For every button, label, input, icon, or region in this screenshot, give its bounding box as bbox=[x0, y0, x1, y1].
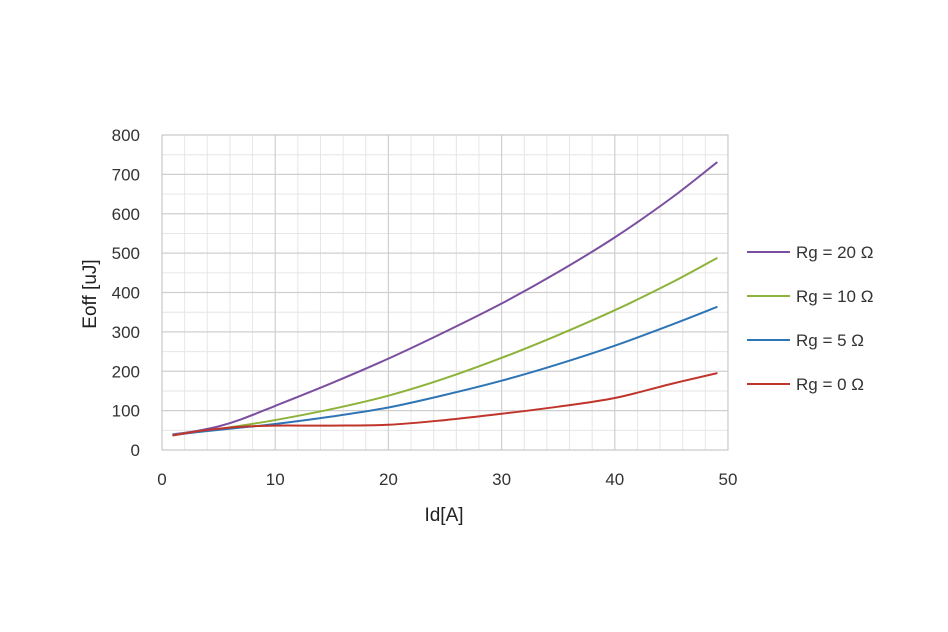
y-axis-title: Eoff [uJ] bbox=[80, 259, 101, 328]
legend-label: Rg = 10 Ω bbox=[796, 287, 873, 306]
legend-label: Rg = 0 Ω bbox=[796, 375, 864, 394]
x-axis-title: Id[A] bbox=[424, 505, 463, 526]
y-tick-label: 100 bbox=[112, 402, 140, 421]
y-tick-label: 600 bbox=[112, 205, 140, 224]
series-lines bbox=[172, 161, 718, 437]
series-line-0 bbox=[172, 161, 718, 436]
y-tick-label: 400 bbox=[112, 284, 140, 303]
x-tick-label: 0 bbox=[157, 470, 166, 489]
x-tick-label: 10 bbox=[266, 470, 285, 489]
series-line-2 bbox=[172, 306, 718, 437]
x-tick-label: 50 bbox=[719, 470, 738, 489]
y-tick-label: 500 bbox=[112, 244, 140, 263]
y-tick-label: 200 bbox=[112, 362, 140, 381]
y-tick-label: 700 bbox=[112, 165, 140, 184]
series-line-3 bbox=[172, 372, 718, 437]
legend-label: Rg = 20 Ω bbox=[796, 243, 873, 262]
y-tick-label: 0 bbox=[131, 441, 140, 460]
x-tick-label: 30 bbox=[492, 470, 511, 489]
legend-label: Rg = 5 Ω bbox=[796, 331, 864, 350]
x-tick-label: 20 bbox=[379, 470, 398, 489]
y-tick-label: 300 bbox=[112, 323, 140, 342]
plot-border bbox=[161, 134, 729, 451]
x-tick-label: 40 bbox=[605, 470, 624, 489]
y-tick-label: 800 bbox=[112, 126, 140, 145]
legend: Rg = 20 Ω Rg = 10 Ω Rg = 5 Ω Rg = 0 Ω bbox=[747, 243, 873, 394]
